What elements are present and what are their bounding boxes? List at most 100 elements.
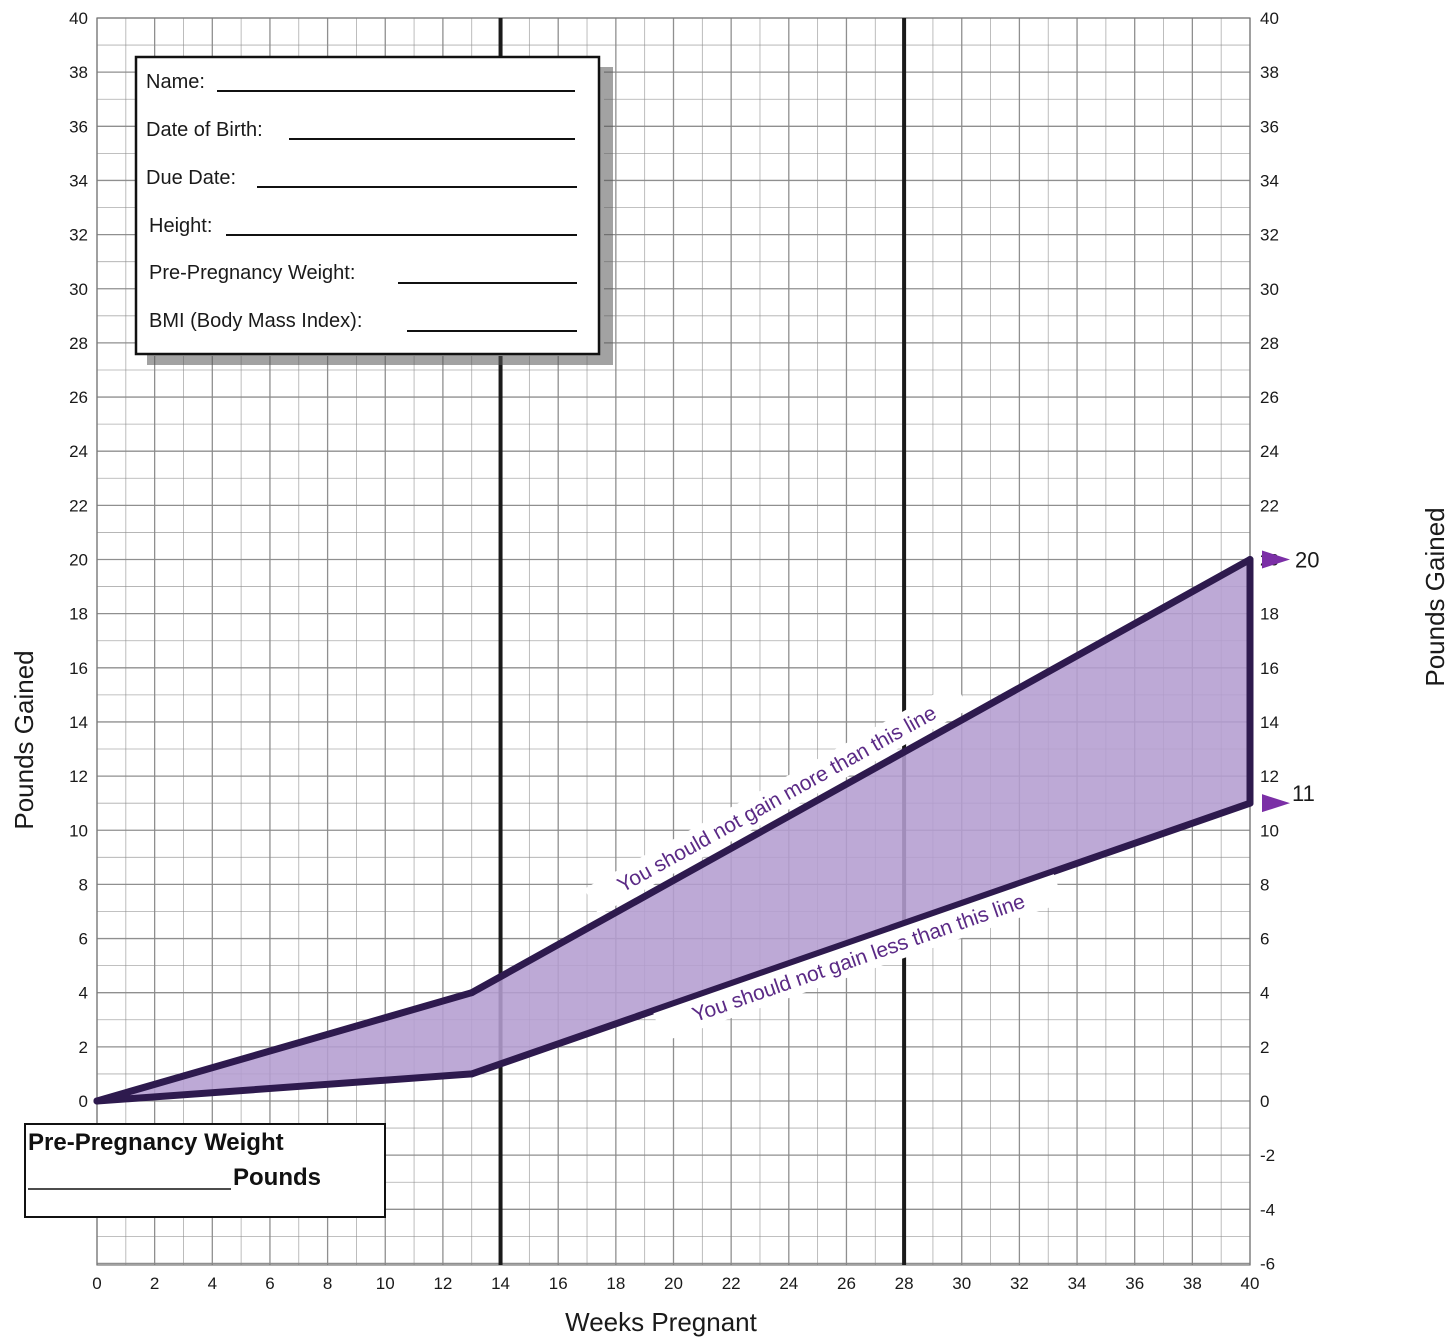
x-tick-labels: 0 2 4 6 8 10 12 14 16 18 20 22 24 26 28 30 32 34 36 38 40 xyxy=(92,1274,1259,1293)
lower-limit-point xyxy=(93,1097,101,1105)
y-tick-label-left: 8 xyxy=(79,875,88,894)
y-tick-label-left: 14 xyxy=(69,713,88,732)
name-label: Name: xyxy=(146,71,205,93)
x-tick-label: 28 xyxy=(895,1274,914,1293)
upper-limit-point xyxy=(1246,556,1254,563)
x-tick-label: 2 xyxy=(150,1274,159,1293)
y-tick-label-right: -2 xyxy=(1260,1146,1275,1165)
y-tick-backing xyxy=(1255,1199,1281,1219)
x-tick-label: 32 xyxy=(1010,1274,1029,1293)
x-axis-title: Weeks Pregnant xyxy=(565,1307,758,1337)
y-tick-label-right: 4 xyxy=(1260,984,1269,1003)
y-tick-label-left: 10 xyxy=(69,821,88,840)
y-tick-label-right: 24 xyxy=(1260,442,1279,461)
y-tick-label-left: 24 xyxy=(69,442,88,461)
patient-info-card: Name: Date of Birth: Due Date: Height: P… xyxy=(134,55,613,365)
y-tick-label-right: -6 xyxy=(1260,1254,1275,1273)
note-backing xyxy=(653,874,1064,1042)
y-tick-label-right: 6 xyxy=(1260,930,1269,949)
y-tick-label-right: -4 xyxy=(1260,1200,1275,1219)
ppw-title: Pre-Pregnancy Weight xyxy=(28,1129,284,1156)
ppw-unit: Pounds xyxy=(233,1164,321,1191)
y-tick-backing xyxy=(1255,62,1281,82)
y-tick-label-left: 20 xyxy=(69,551,88,570)
x-tick-label: 26 xyxy=(837,1274,856,1293)
y-tick-label-right: 14 xyxy=(1260,713,1279,732)
y-tick-label-left: 22 xyxy=(69,496,88,515)
upper-limit-point xyxy=(468,989,476,997)
pre-pregnancy-weight-box: Pre-Pregnancy Weight Pounds xyxy=(24,1123,386,1218)
x-tick-label: 40 xyxy=(1241,1274,1260,1293)
lower-end-marker xyxy=(1262,794,1290,813)
y-tick-label-left: 18 xyxy=(69,605,88,624)
height-label: Height: xyxy=(149,215,212,237)
y-tick-label-left: 0 xyxy=(79,1092,88,1111)
y-tick-label-right: 32 xyxy=(1260,226,1279,245)
y-axis-title-left: Pounds Gained xyxy=(9,650,39,829)
y-tick-label-left: 4 xyxy=(79,984,88,1003)
y-tick-backing xyxy=(1255,928,1281,948)
y-tick-backing xyxy=(1255,603,1281,623)
y-tick-label-right: 36 xyxy=(1260,117,1279,136)
y-tick-label-right: 22 xyxy=(1260,496,1279,515)
band-fill xyxy=(93,556,1254,1105)
y-tick-label-left: 16 xyxy=(69,659,88,678)
dob-label: Date of Birth: xyxy=(146,119,263,141)
y-tick-backing xyxy=(1255,278,1281,298)
y-tick-backing xyxy=(1255,1253,1281,1273)
y-tick-backing xyxy=(1255,116,1281,136)
y-tick-backing xyxy=(1255,441,1281,461)
y-tick-label-left: 2 xyxy=(79,1038,88,1057)
y-tick-label-right: 16 xyxy=(1260,659,1279,678)
y-tick-label-left: 30 xyxy=(69,280,88,299)
y-tick-backing xyxy=(1255,1145,1281,1165)
y-tick-backing xyxy=(1255,8,1281,27)
x-tick-label: 36 xyxy=(1125,1274,1144,1293)
y-tick-backing xyxy=(1255,495,1281,515)
y-tick-backing xyxy=(1255,711,1281,731)
y-tick-label-right: 38 xyxy=(1260,63,1279,82)
y-tick-label-left: 28 xyxy=(69,334,88,353)
x-tick-label: 12 xyxy=(433,1274,452,1293)
y-tick-label-left: 32 xyxy=(69,226,88,245)
x-tick-label: 18 xyxy=(606,1274,625,1293)
y-tick-labels-right: -6-4-20246810121416182022242628303234363… xyxy=(1255,8,1281,1273)
due-date-label: Due Date: xyxy=(146,167,236,189)
note-backing xyxy=(584,682,970,916)
y-tick-backing xyxy=(1255,1091,1281,1110)
y-tick-label-right: 26 xyxy=(1260,388,1279,407)
y-tick-backing xyxy=(1255,820,1281,840)
y-tick-label-right: 30 xyxy=(1260,280,1279,299)
x-tick-label: 10 xyxy=(376,1274,395,1293)
upper-end-value: 20 xyxy=(1295,548,1319,573)
y-tick-backing xyxy=(1255,170,1281,190)
y-tick-label-right: 2 xyxy=(1260,1038,1269,1057)
x-tick-label: 20 xyxy=(664,1274,683,1293)
y-tick-label-right: 12 xyxy=(1260,767,1279,786)
x-tick-label: 14 xyxy=(491,1274,510,1293)
ppw-frame xyxy=(24,1123,386,1218)
y-tick-label-left: 6 xyxy=(79,930,88,949)
bmi-label: BMI (Body Mass Index): xyxy=(149,310,362,332)
y-tick-label-left: 36 xyxy=(69,117,88,136)
x-tick-label: 22 xyxy=(722,1274,741,1293)
y-tick-backing xyxy=(1255,982,1281,1002)
x-tick-label: 34 xyxy=(1068,1274,1087,1293)
y-tick-label-left: 26 xyxy=(69,388,88,407)
y-tick-backing xyxy=(1255,1036,1281,1056)
y-tick-backing xyxy=(1255,657,1281,677)
y-tick-label-left: 40 xyxy=(69,9,88,28)
x-tick-label: 0 xyxy=(92,1274,101,1293)
y-tick-backing xyxy=(1255,332,1281,352)
y-tick-backing xyxy=(1255,224,1281,244)
x-tick-label: 4 xyxy=(208,1274,217,1293)
x-tick-label: 30 xyxy=(952,1274,971,1293)
y-axis-title-right: Pounds Gained xyxy=(1420,507,1448,686)
upper-end-marker xyxy=(1262,550,1290,569)
y-tick-label-right: 40 xyxy=(1260,9,1279,28)
y-tick-backing xyxy=(1255,874,1281,894)
y-tick-backing xyxy=(1255,766,1281,786)
pre-pregnancy-weight-label: Pre-Pregnancy Weight: xyxy=(149,262,355,284)
